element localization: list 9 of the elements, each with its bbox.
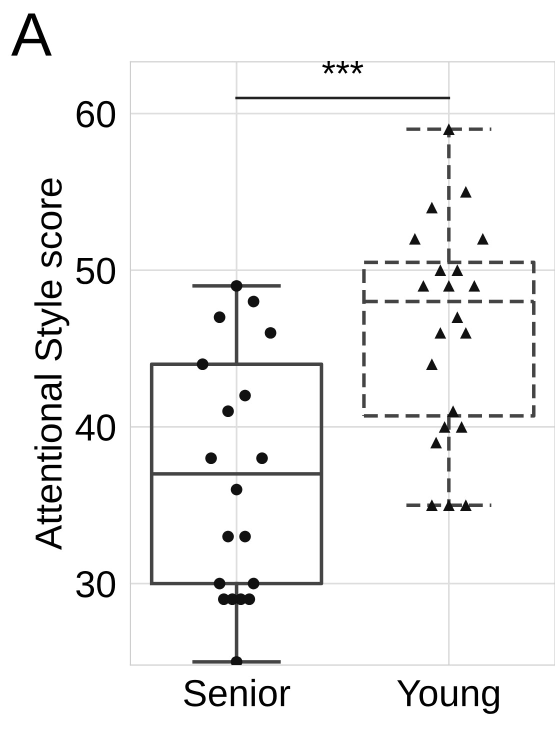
y-tick-label: 50: [76, 258, 116, 284]
y-axis-title: Attentional Style score: [34, 178, 70, 550]
y-tick-label: 30: [76, 570, 116, 598]
x-tick-label: Senior: [184, 678, 290, 706]
annotation: ***: [322, 60, 364, 74]
x-tick-label: Young: [397, 680, 499, 714]
chart-title: A: [11, 14, 52, 56]
y-tick-label: 40: [76, 414, 116, 441]
y-tick-label: 60: [76, 100, 116, 128]
